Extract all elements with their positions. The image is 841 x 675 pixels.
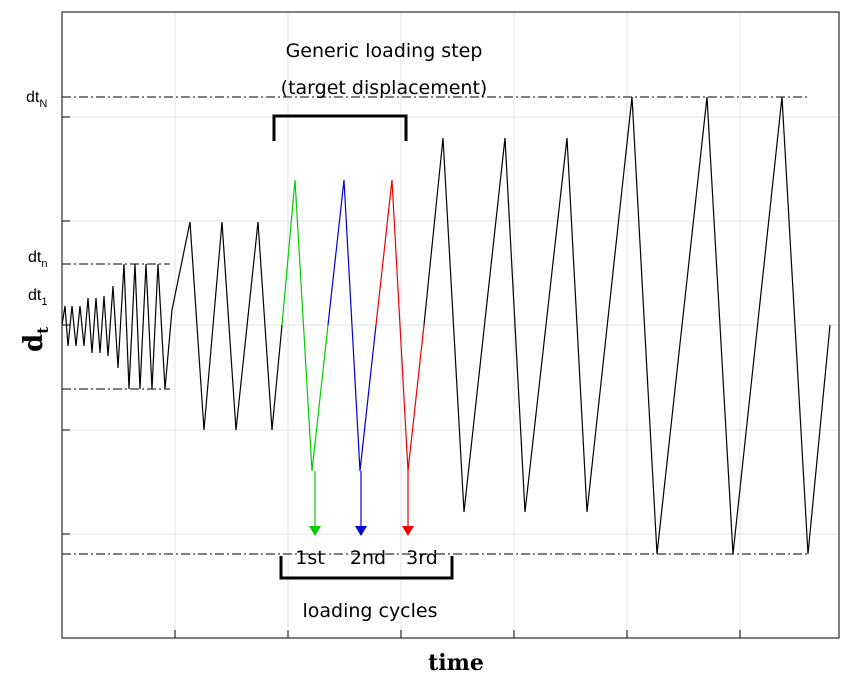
cycle-label-1st: 1st	[295, 547, 324, 569]
loading-step-subtitle: (target displacement)	[281, 77, 488, 99]
loading-cycles-title: loading cycles	[302, 600, 437, 622]
displacement-history-cycle-3	[375, 179, 425, 472]
grid	[62, 12, 839, 638]
cycle-label-3rd: 3rd	[406, 547, 438, 569]
cycle-arrow-3	[402, 471, 414, 536]
level-label-dt1: dt1	[28, 287, 47, 308]
cycle-label-2nd: 2nd	[350, 547, 386, 569]
axis-ticks	[62, 116, 741, 638]
level-label-dtn-sub: n	[41, 258, 47, 270]
loading-cycles-bracket	[279, 556, 454, 580]
loading-step-title: Generic loading step	[286, 40, 483, 62]
displacement-history-initial	[61, 221, 283, 431]
level-label-dtn: dtn	[28, 249, 47, 270]
y-axis-label: dt	[19, 327, 52, 352]
level-label-dtn-base: dt	[28, 249, 42, 266]
level-label-dtN-sub: N	[39, 98, 47, 110]
y-axis-label-text: dt	[19, 327, 52, 352]
displacement-history-cycle-1	[281, 179, 329, 472]
cycle-arrow-2	[355, 471, 367, 536]
displacement-history-cycle-2	[327, 179, 377, 472]
level-label-dtN-base: dt	[26, 89, 40, 106]
cycle-arrow-1-head	[309, 526, 321, 536]
cycle-arrow-2-head	[355, 526, 367, 536]
y-axis-label-sub: t	[34, 327, 52, 334]
x-axis-label: time	[428, 650, 484, 675]
loading-step-bracket	[272, 114, 408, 141]
y-axis-label-main: d	[19, 334, 49, 352]
displacement-history-later	[423, 96, 831, 555]
cycle-arrow-3-head	[402, 526, 414, 536]
level-label-dtN: dtN	[26, 89, 47, 110]
level-label-dt1-sub: 1	[41, 296, 47, 308]
cycle-arrow-1	[309, 471, 321, 536]
level-label-dt1-base: dt	[28, 287, 42, 304]
